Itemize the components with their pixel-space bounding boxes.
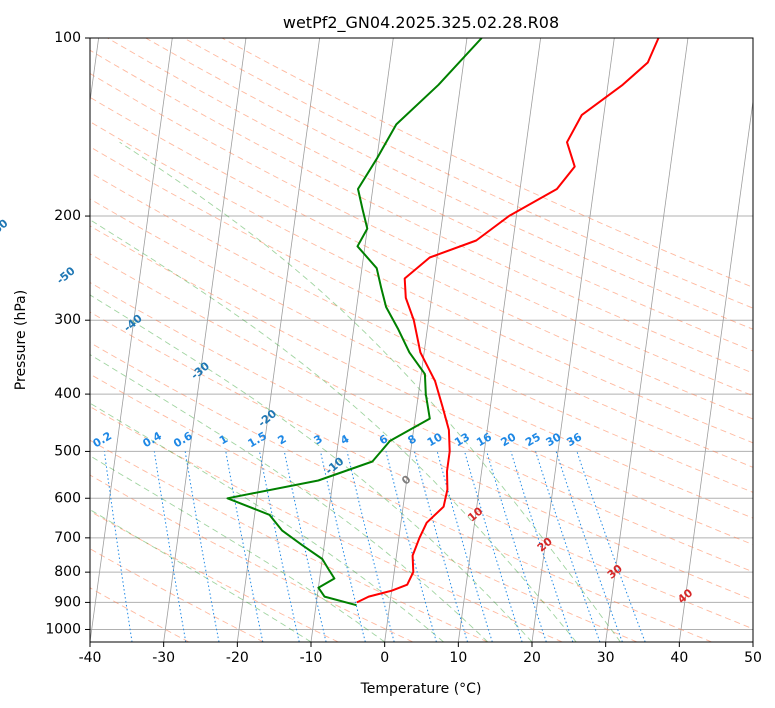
isotherm-line bbox=[531, 38, 615, 642]
x-tick-label: 50 bbox=[744, 650, 762, 666]
y-tick-label: 100 bbox=[54, 30, 81, 46]
dry-adiabat-line bbox=[90, 548, 264, 642]
dry-adiabat-line bbox=[90, 225, 753, 546]
mixing-ratio-line bbox=[436, 451, 493, 642]
mixing-ratio-line bbox=[103, 451, 133, 642]
axes: -40 -30 -20 -10 0 10 20 30 40 50 100 200 300 400 500 60… bbox=[45, 30, 762, 666]
x-tick-label: 10 bbox=[449, 650, 467, 666]
x-tick-label: 30 bbox=[597, 650, 615, 666]
temperature-profile-line bbox=[356, 38, 660, 604]
background-lines bbox=[90, 38, 753, 642]
mixing-ratio-line bbox=[535, 451, 601, 642]
dry-adiabat-line bbox=[90, 311, 753, 630]
x-tick-label: -40 bbox=[79, 650, 102, 666]
moist-adiabat-line bbox=[90, 455, 385, 642]
dry-adiabat-line bbox=[107, 38, 753, 352]
x-axis-label: Temperature (°C) bbox=[360, 681, 482, 697]
isotherm-line bbox=[236, 38, 321, 642]
dry-adiabat-line bbox=[90, 342, 712, 642]
moist-adiabat-line bbox=[90, 509, 312, 642]
mixing-ratio-line bbox=[464, 451, 523, 642]
y-tick-label: 600 bbox=[54, 490, 81, 506]
x-tick-label: -20 bbox=[226, 650, 249, 666]
y-tick-label: 800 bbox=[54, 564, 81, 580]
mixing-ratio-line bbox=[510, 451, 574, 642]
x-tick-label: 20 bbox=[523, 650, 541, 666]
y-tick-label: 900 bbox=[54, 594, 81, 610]
mixing-ratio-line bbox=[153, 451, 187, 642]
isotherm-line bbox=[384, 38, 468, 642]
dry-adiabat-line bbox=[90, 510, 339, 642]
dry-adiabat-line bbox=[90, 406, 563, 642]
dry-adiabat-line bbox=[90, 373, 638, 642]
y-tick-label: 200 bbox=[54, 208, 81, 224]
dry-adiabat-line bbox=[90, 198, 753, 519]
dry-adiabat-line bbox=[90, 96, 753, 420]
profile-lines bbox=[226, 38, 660, 607]
moist-adiabat-line bbox=[90, 294, 533, 642]
y-tick-label: 500 bbox=[54, 443, 81, 459]
moist-adiabat-line bbox=[119, 141, 621, 642]
dry-adiabat-line bbox=[90, 282, 753, 601]
chart-title: wetPf2_GN04.2025.325.02.28.R08 bbox=[283, 13, 559, 33]
dry-adiabat-line bbox=[145, 38, 753, 330]
isotherm-line bbox=[457, 38, 542, 642]
isotherm-line bbox=[678, 98, 753, 642]
y-tick-label: 700 bbox=[54, 530, 81, 546]
mixing-ratio-line bbox=[414, 451, 468, 642]
x-tick-label: -30 bbox=[152, 650, 175, 666]
x-tick-label: 0 bbox=[380, 650, 389, 666]
y-axis-label: Pressure (hPa) bbox=[13, 290, 29, 390]
moist-adiabat-line bbox=[90, 354, 489, 642]
y-tick-label: 1000 bbox=[45, 621, 81, 637]
y-tick-label: 300 bbox=[54, 312, 81, 328]
moist-adiabat-line bbox=[90, 219, 577, 642]
mixing-ratio-line bbox=[346, 451, 395, 642]
x-tick-label: 40 bbox=[670, 650, 688, 666]
mixing-ratio-line bbox=[283, 451, 327, 642]
dry-adiabat-line bbox=[90, 171, 753, 493]
dry-adiabat-line bbox=[90, 72, 753, 397]
y-tick-label: 400 bbox=[54, 386, 81, 402]
isotherm-label: -60 bbox=[0, 216, 11, 239]
dry-adiabat-line bbox=[90, 253, 753, 573]
mixing-ratio-line bbox=[259, 451, 300, 642]
dry-adiabat-line bbox=[221, 38, 753, 288]
dry-adiabat-line bbox=[90, 439, 488, 642]
dewpoint-profile-line bbox=[226, 38, 483, 607]
mixing-ratio-line bbox=[555, 451, 623, 642]
x-tick-label: -10 bbox=[300, 650, 323, 666]
moist-adiabat-line bbox=[90, 402, 444, 642]
isotherm-line bbox=[163, 38, 247, 642]
plot-frame bbox=[89, 37, 754, 643]
mixing-ratio-line bbox=[486, 451, 547, 642]
mixing-ratio-line bbox=[576, 451, 646, 642]
isotherm-line bbox=[605, 38, 689, 642]
isotherm-line bbox=[90, 38, 173, 642]
mixing-ratio-line bbox=[385, 451, 437, 642]
mixing-ratio-line bbox=[320, 451, 366, 642]
